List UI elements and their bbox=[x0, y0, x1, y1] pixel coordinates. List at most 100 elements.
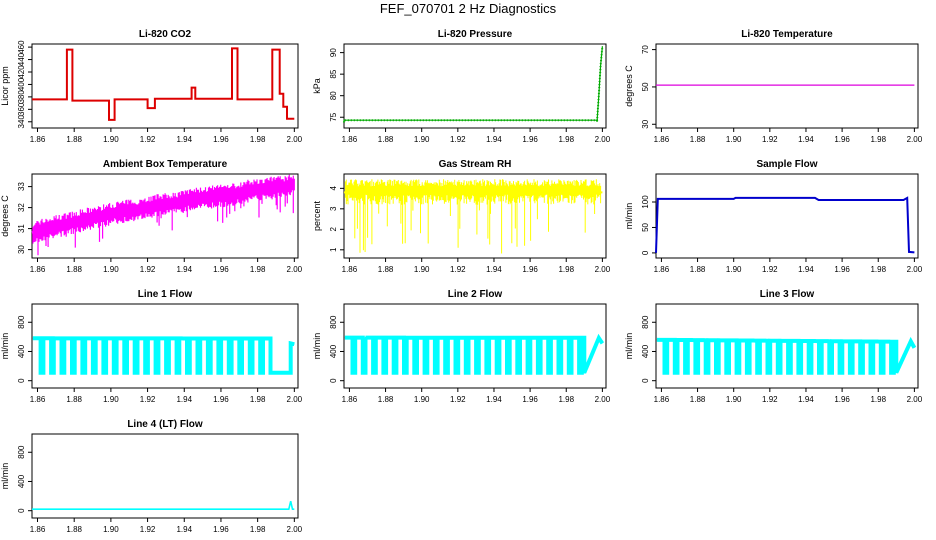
series-line-thick bbox=[344, 333, 605, 375]
y-tick-label: 80 bbox=[329, 91, 338, 100]
y-tick-label: 800 bbox=[17, 445, 26, 459]
y-tick-label: 70 bbox=[641, 45, 650, 54]
y-tick-label: 0 bbox=[17, 378, 26, 383]
chart-panel-2: Li-820 Pressure kPa 1.86 1.88 1.90 1.92 1.94 1.… bbox=[312, 29, 611, 144]
x-tick-label: 1.98 bbox=[250, 135, 266, 144]
y-axis-label: ml/min bbox=[624, 203, 634, 230]
series-line bbox=[343, 46, 603, 123]
plot-frame bbox=[655, 303, 919, 389]
y-axis-label: percent bbox=[312, 200, 322, 231]
y-axis-label: ml/min bbox=[0, 463, 10, 490]
chart-title: Sample Flow bbox=[756, 159, 817, 170]
x-tick-label: 1.86 bbox=[654, 135, 670, 144]
x-tick-label: 1.86 bbox=[342, 395, 358, 404]
plot-frame bbox=[343, 173, 607, 259]
y-tick-label: 440 bbox=[17, 52, 26, 66]
x-tick-label: 1.98 bbox=[558, 265, 574, 274]
x-tick-label: 2.00 bbox=[595, 395, 611, 404]
x-tick-label: 2.00 bbox=[287, 395, 303, 404]
y-axis-label: ml/min bbox=[624, 333, 634, 360]
x-tick-label: 1.90 bbox=[414, 395, 430, 404]
y-tick-label: 340 bbox=[17, 115, 26, 129]
chart-panel-5: Gas Stream RH percent 1.86 1.88 1.90 1.92 1.94… bbox=[312, 159, 611, 274]
plot-frame bbox=[343, 303, 607, 389]
x-tick-label: 1.98 bbox=[558, 395, 574, 404]
x-tick-label: 1.86 bbox=[342, 135, 358, 144]
y-tick-label: 0 bbox=[641, 250, 650, 255]
chart-title: Line 3 Flow bbox=[760, 289, 815, 300]
y-tick-label: 75 bbox=[329, 112, 338, 121]
x-tick-label: 1.98 bbox=[870, 135, 886, 144]
x-tick-label: 1.86 bbox=[30, 265, 46, 274]
y-tick-label: 420 bbox=[17, 65, 26, 79]
x-tick-label: 1.90 bbox=[726, 265, 742, 274]
chart-title: Li-820 Pressure bbox=[438, 29, 513, 40]
y-tick-label: 32 bbox=[17, 203, 26, 212]
y-tick-label: 400 bbox=[641, 344, 650, 358]
series-line bbox=[655, 196, 915, 254]
y-tick-label: 100 bbox=[641, 195, 650, 209]
y-tick-label: 50 bbox=[641, 222, 650, 231]
x-tick-label: 1.96 bbox=[834, 265, 850, 274]
x-tick-label: 1.90 bbox=[414, 135, 430, 144]
y-axis-label: Licor ppm bbox=[0, 66, 10, 106]
x-tick-label: 1.92 bbox=[450, 395, 466, 404]
chart-panel-3: Li-820 Temperature degrees C 1.86 1.88 1.90 1… bbox=[624, 29, 923, 144]
plot-frame bbox=[655, 43, 919, 129]
x-tick-label: 1.96 bbox=[834, 135, 850, 144]
x-tick-label: 1.88 bbox=[378, 395, 394, 404]
y-tick-label: 3 bbox=[329, 206, 338, 211]
page-title: FEF_070701 2 Hz Diagnostics bbox=[379, 1, 557, 16]
x-tick-label: 1.88 bbox=[66, 265, 82, 274]
x-tick-label: 1.96 bbox=[213, 265, 229, 274]
x-tick-label: 1.88 bbox=[690, 395, 706, 404]
chart-panel-4: Ambient Box Temperature degrees C 1.86 1.88… bbox=[0, 159, 303, 274]
y-tick-label: 400 bbox=[17, 344, 26, 358]
x-tick-label: 1.90 bbox=[726, 135, 742, 144]
x-tick-label: 1.96 bbox=[522, 265, 538, 274]
x-tick-label: 1.98 bbox=[870, 395, 886, 404]
x-tick-label: 1.92 bbox=[140, 525, 156, 534]
chart-panel-6: Sample Flow ml/min 1.86 1.88 1.90 1.92 1.94 1.9… bbox=[624, 159, 923, 274]
x-tick-label: 1.88 bbox=[690, 265, 706, 274]
chart-panel-8: Line 2 Flow ml/min 1.86 1.88 1.90 1.92 1.94 1.9… bbox=[312, 289, 611, 404]
y-tick-label: 50 bbox=[641, 82, 650, 91]
y-tick-label: 0 bbox=[329, 378, 338, 383]
y-tick-label: 1 bbox=[329, 247, 338, 252]
y-tick-label: 800 bbox=[329, 315, 338, 329]
y-tick-label: 380 bbox=[17, 90, 26, 104]
x-tick-label: 1.96 bbox=[213, 135, 229, 144]
y-tick-label: 0 bbox=[641, 378, 650, 383]
x-tick-label: 1.88 bbox=[378, 135, 394, 144]
y-tick-label: 0 bbox=[17, 508, 26, 513]
x-tick-label: 1.86 bbox=[30, 525, 46, 534]
plot-frame bbox=[31, 43, 299, 129]
chart-title: Li-820 Temperature bbox=[741, 29, 833, 40]
x-tick-label: 1.92 bbox=[140, 265, 156, 274]
x-tick-label: 1.90 bbox=[103, 265, 119, 274]
x-tick-label: 1.88 bbox=[66, 525, 82, 534]
x-tick-label: 1.94 bbox=[486, 395, 502, 404]
x-tick-label: 1.86 bbox=[30, 395, 46, 404]
series-line-thick bbox=[656, 336, 917, 375]
x-tick-label: 1.90 bbox=[103, 525, 119, 534]
x-tick-label: 2.00 bbox=[907, 395, 923, 404]
x-tick-label: 1.98 bbox=[250, 265, 266, 274]
x-tick-label: 1.96 bbox=[522, 395, 538, 404]
x-tick-label: 1.88 bbox=[378, 265, 394, 274]
chart-panel-7: Line 1 Flow ml/min 1.86 1.88 1.90 1.92 1.94 1.9… bbox=[0, 289, 303, 404]
x-tick-label: 1.96 bbox=[213, 395, 229, 404]
x-tick-label: 2.00 bbox=[287, 135, 303, 144]
y-axis-label: degrees C bbox=[0, 195, 10, 237]
y-axis-label: kPa bbox=[312, 78, 322, 94]
x-tick-label: 2.00 bbox=[595, 135, 611, 144]
chart-title: Li-820 CO2 bbox=[139, 29, 192, 40]
plot-frame bbox=[655, 173, 919, 259]
y-tick-label: 400 bbox=[17, 474, 26, 488]
plot-frame bbox=[343, 43, 607, 129]
x-tick-label: 1.90 bbox=[103, 135, 119, 144]
chart-title: Line 1 Flow bbox=[138, 289, 193, 300]
x-tick-label: 1.88 bbox=[66, 135, 82, 144]
series-line bbox=[32, 47, 295, 121]
y-tick-label: 460 bbox=[17, 40, 26, 54]
